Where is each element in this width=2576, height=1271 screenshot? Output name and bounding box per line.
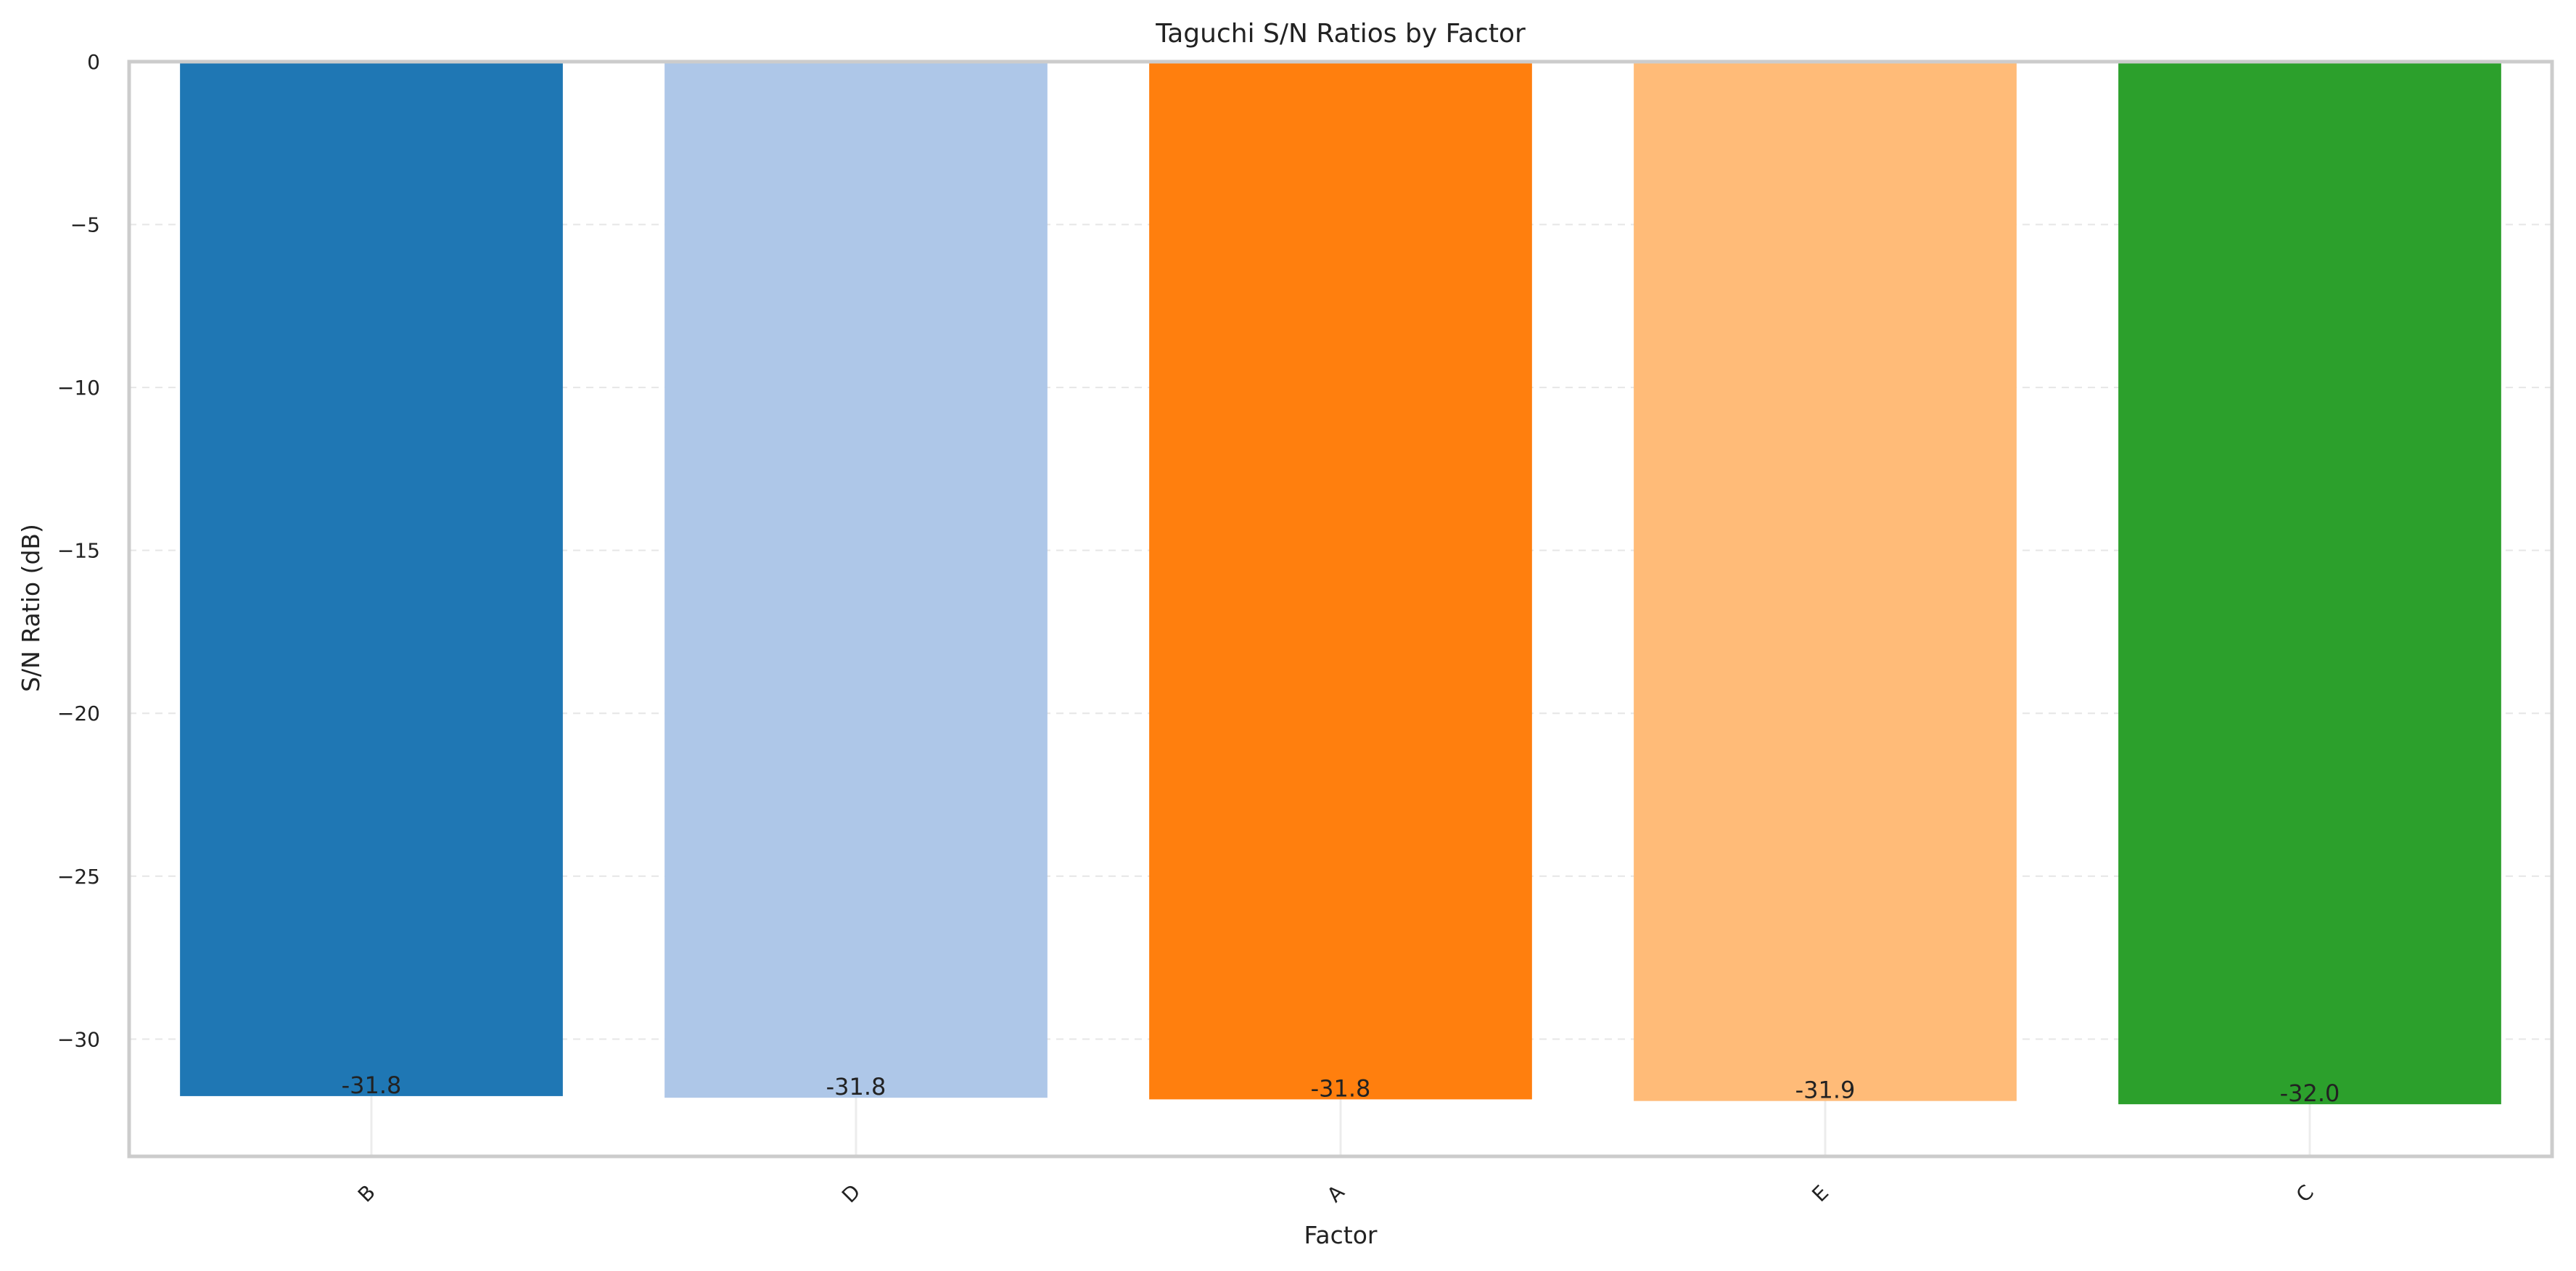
x-axis-label: Factor (1304, 1221, 1377, 1249)
data-label: -31.9 (1795, 1077, 1856, 1104)
y-tick-label: −5 (70, 213, 100, 237)
data-label-layer: -31.8 -31.8 -31.8 -31.9 -32.0 (342, 1071, 2340, 1107)
y-axis-label: S/N Ratio (dB) (17, 524, 45, 692)
y-tick-label: −30 (57, 1027, 100, 1051)
bar-B (180, 62, 563, 1096)
bar-C (2118, 62, 2501, 1105)
bar-layer (180, 62, 2501, 1105)
data-label: -32.0 (2280, 1079, 2340, 1107)
y-tick-label: −25 (57, 865, 100, 889)
plot-frame (127, 59, 2554, 1159)
bar-D (664, 62, 1048, 1098)
bar-E (1634, 62, 2017, 1101)
x-tick-label: D (837, 1180, 865, 1208)
x-tick-label: C (2292, 1180, 2318, 1207)
chart-title: Taguchi S/N Ratios by Factor (1155, 19, 1526, 49)
y-tick-label: 0 (87, 50, 100, 74)
x-tick-label: E (1807, 1180, 1833, 1206)
x-tick-label: B (353, 1180, 380, 1207)
y-tick-label: −15 (57, 539, 100, 563)
y-tick-label: −10 (57, 376, 100, 400)
data-label: -31.8 (826, 1073, 886, 1101)
data-label: -31.8 (1311, 1074, 1371, 1102)
plot-border (127, 59, 2554, 1159)
x-tick-label: A (1322, 1180, 1349, 1207)
y-tick-label: −20 (57, 702, 100, 725)
bar-A (1149, 62, 1532, 1100)
data-label: -31.8 (342, 1071, 402, 1099)
